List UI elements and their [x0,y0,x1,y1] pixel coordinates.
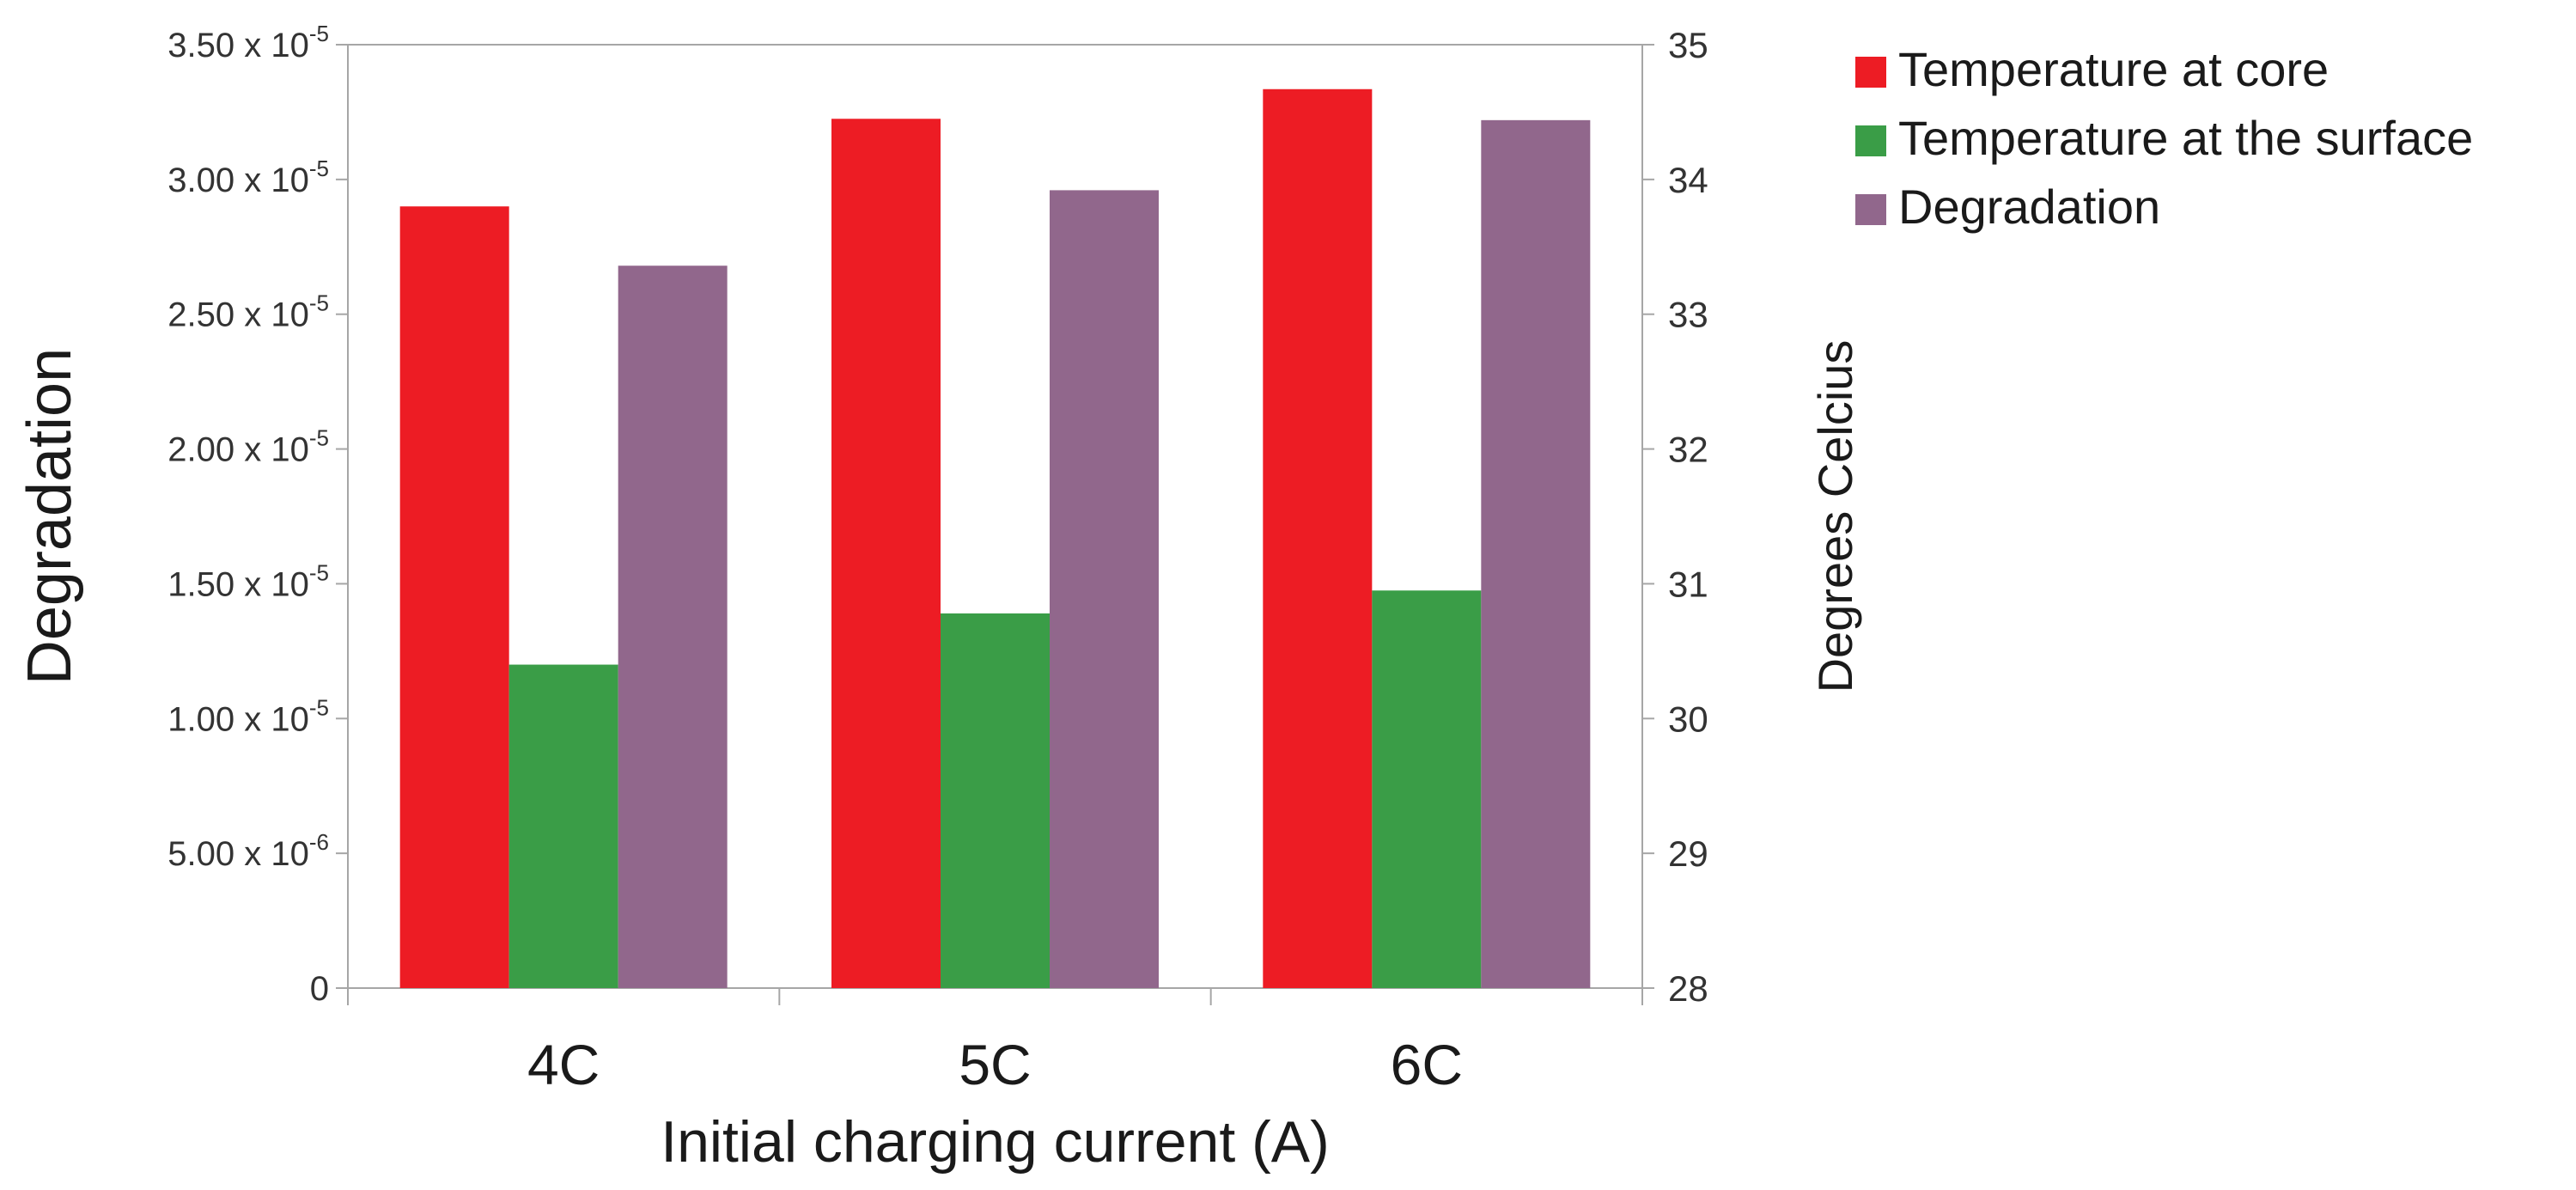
bar-degradation-6c [1481,119,1591,989]
legend-label: Temperature at the surface [1898,111,2473,165]
bar-temperature-at-core-5c [831,119,941,988]
legend-swatch [1855,57,1886,88]
y2-tick-label: 31 [1668,564,1708,604]
y2-axis-title: Degrees Celcius [1808,340,1862,693]
legend-label: Temperature at core [1898,42,2329,96]
bar-temperature-at-core-6c [1263,88,1373,989]
y-axis-title: Degradation [15,348,84,685]
bars-layer [399,88,1591,989]
x-axis-title: Initial charging current (A) [661,1109,1330,1175]
y2-tick-label: 33 [1668,295,1708,335]
y2-tick-label: 34 [1668,160,1708,200]
y2-tick-label: 30 [1668,699,1708,739]
x-tick-label: 6C [1391,1033,1463,1096]
axes-layer: 4C 5C 6C 0 5.00 x 10-6 1.00 x 10-5 1.50 x 10-5… [167,21,1708,1096]
legend-swatch [1855,125,1886,156]
y-tick-label: 2.00 x 10-5 [167,425,329,469]
x-tick-label: 5C [959,1033,1031,1096]
y2-tick-label: 32 [1668,430,1708,470]
legend: Temperature at core Temperature at the su… [1855,42,2473,234]
legend-label: Degradation [1898,180,2160,234]
y-tick-label: 2.50 x 10-5 [167,290,329,334]
bar-temperature-at-the-surface-6c [1372,590,1482,988]
y-tick-label: 3.00 x 10-5 [167,156,329,199]
bar-degradation-4c [618,265,728,988]
y2-tick-label: 29 [1668,833,1708,874]
legend-swatch [1855,194,1886,225]
y2-tick-label: 35 [1668,25,1708,65]
bar-temperature-at-the-surface-4c [509,664,618,988]
y-tick-label: 0 [310,970,329,1008]
y-tick-label: 5.00 x 10-6 [167,829,329,873]
y-tick-label: 1.00 x 10-5 [167,694,329,738]
y-tick-label: 3.50 x 10-5 [167,21,329,64]
x-tick-label: 4C [527,1033,600,1096]
bar-degradation-5c [1050,190,1159,989]
bar-temperature-at-core-4c [399,206,509,988]
bar-temperature-at-the-surface-5c [941,613,1050,988]
y2-tick-label: 28 [1668,968,1708,1009]
y-tick-label: 1.50 x 10-5 [167,559,329,603]
